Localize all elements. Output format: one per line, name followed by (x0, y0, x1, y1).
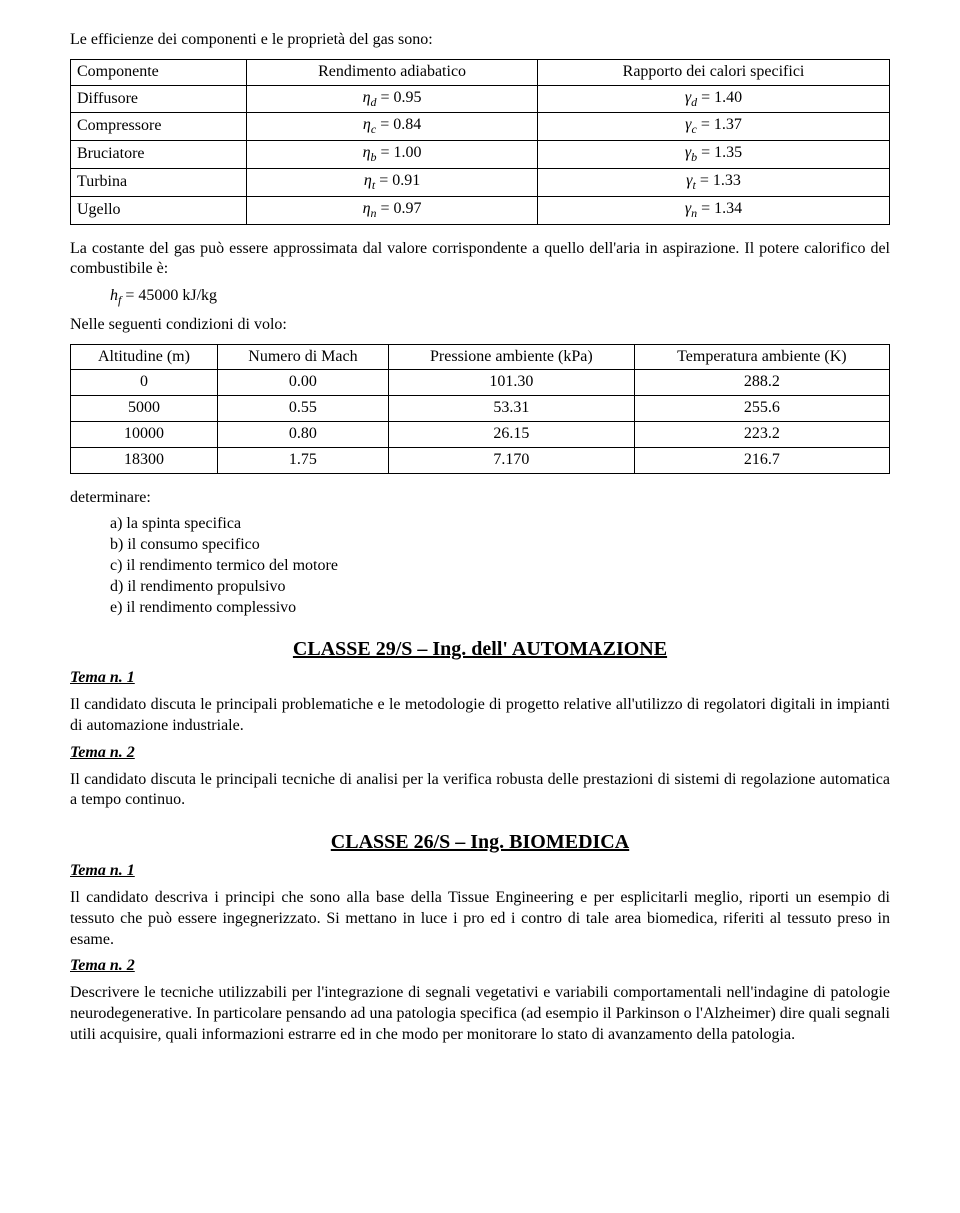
flight-conditions-table: Altitudine (m) Numero di Mach Pressione … (70, 344, 890, 474)
table-cell: Compressore (71, 113, 247, 141)
table-cell: 0 (71, 370, 218, 396)
t1-h2: Rapporto dei calori specifici (538, 59, 890, 85)
list-item: d) il rendimento propulsivo (110, 577, 890, 598)
sec1-tema2-text: Il candidato discuta le principali tecni… (70, 770, 890, 812)
sec2-tema2-text: Descrivere le tecniche utilizzabili per … (70, 983, 890, 1045)
table-cell: 1.75 (217, 447, 388, 473)
determine-list: a) la spinta specificab) il consumo spec… (110, 514, 890, 618)
table-cell: ηc = 0.84 (247, 113, 538, 141)
list-item: c) il rendimento termico del motore (110, 556, 890, 577)
heading-automazione: CLASSE 29/S – Ing. dell' AUTOMAZIONE (70, 636, 890, 662)
table-cell: 0.00 (217, 370, 388, 396)
table-cell: 216.7 (634, 447, 889, 473)
tema-2-label-b: Tema n. 2 (70, 957, 135, 974)
table-cell: ηb = 1.00 (247, 141, 538, 169)
table-cell: γb = 1.35 (538, 141, 890, 169)
table-cell: ηd = 0.95 (247, 85, 538, 113)
table-cell: 18300 (71, 447, 218, 473)
components-table: Componente Rendimento adiabatico Rapport… (70, 59, 890, 225)
t1-h1: Rendimento adiabatico (247, 59, 538, 85)
para-gas-constant: La costante del gas può essere approssim… (70, 239, 890, 281)
table-cell: 10000 (71, 422, 218, 448)
table-cell: 0.55 (217, 396, 388, 422)
table-cell: Diffusore (71, 85, 247, 113)
t2-h2: Pressione ambiente (kPa) (388, 344, 634, 370)
determine-label: determinare: (70, 488, 890, 509)
table-cell: 26.15 (388, 422, 634, 448)
table-cell: ηn = 0.97 (247, 196, 538, 224)
list-item: a) la spinta specifica (110, 514, 890, 535)
sec1-tema1-text: Il candidato discuta le principali probl… (70, 695, 890, 737)
table-cell: Turbina (71, 168, 247, 196)
heading-biomedica: CLASSE 26/S – Ing. BIOMEDICA (70, 829, 890, 855)
table-cell: ηt = 0.91 (247, 168, 538, 196)
table-cell: 53.31 (388, 396, 634, 422)
table-cell: Ugello (71, 196, 247, 224)
table-cell: 101.30 (388, 370, 634, 396)
list-item: e) il rendimento complessivo (110, 598, 890, 619)
table-cell: Bruciatore (71, 141, 247, 169)
table-cell: 5000 (71, 396, 218, 422)
tema-1-label: Tema n. 1 (70, 669, 135, 686)
intro-text: Le efficienze dei componenti e le propri… (70, 30, 890, 51)
table-cell: 0.80 (217, 422, 388, 448)
tema-2-label: Tema n. 2 (70, 744, 135, 761)
list-item: b) il consumo specifico (110, 535, 890, 556)
t2-h3: Temperatura ambiente (K) (634, 344, 889, 370)
table-cell: 255.6 (634, 396, 889, 422)
t1-h0: Componente (71, 59, 247, 85)
t2-h0: Altitudine (m) (71, 344, 218, 370)
table-cell: γc = 1.37 (538, 113, 890, 141)
table-cell: γd = 1.40 (538, 85, 890, 113)
equation-hf: hf = 45000 kJ/kg (110, 286, 890, 309)
table-cell: γt = 1.33 (538, 168, 890, 196)
table-cell: 223.2 (634, 422, 889, 448)
table-cell: 288.2 (634, 370, 889, 396)
para-flight-cond: Nelle seguenti condizioni di volo: (70, 315, 890, 336)
sec2-tema1-text: Il candidato descriva i principi che son… (70, 888, 890, 950)
table-cell: γn = 1.34 (538, 196, 890, 224)
tema-1-label-b: Tema n. 1 (70, 862, 135, 879)
table-cell: 7.170 (388, 447, 634, 473)
t2-h1: Numero di Mach (217, 344, 388, 370)
